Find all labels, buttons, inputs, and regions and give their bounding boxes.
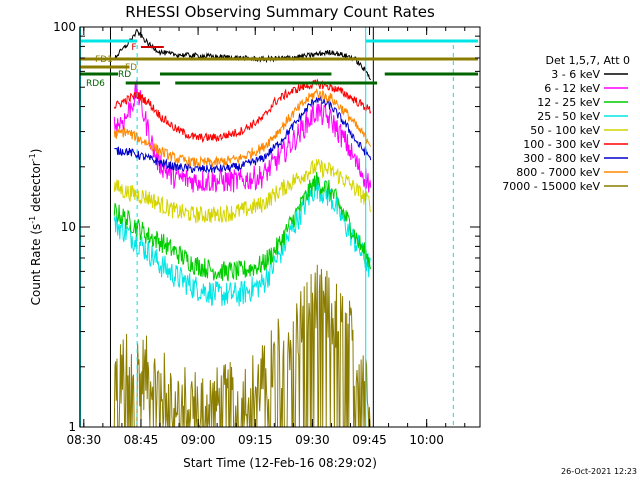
legend-entry-label: 300 - 800 keV [523, 152, 600, 165]
y-axis: 1 10 100 [53, 20, 480, 434]
series-25-50-kev [113, 176, 372, 307]
x-axis-label: Start Time (12-Feb-16 08:29:02) [183, 456, 377, 470]
y-axis-label-exp1: -1 [28, 216, 37, 224]
series-6-12-kev [113, 79, 372, 193]
y-axis-label-end: ) [29, 149, 43, 154]
series-50-100-kev [113, 159, 372, 224]
legend-entry-label: 12 - 25 keV [537, 96, 600, 109]
x-tick-label: 09:15 [238, 433, 273, 447]
x-tick-label: 09:00 [181, 433, 216, 447]
legend-title: Det 1,5,7, Att 0 [546, 54, 630, 67]
y-tick-label: 10 [61, 220, 76, 234]
x-tick-label: 09:45 [352, 433, 387, 447]
y-axis-label-main: Count Rate (s [29, 224, 43, 306]
y-axis-label-mid: detector [29, 161, 43, 216]
flag-label-rd: RD [118, 70, 131, 80]
legend-entry-label: 25 - 50 keV [537, 110, 600, 123]
legend-entry-label: 800 - 7000 keV [516, 166, 600, 179]
y-tick-label: 1 [68, 420, 76, 434]
timestamp: 26-Oct-2021 12:23 [561, 467, 637, 476]
x-tick-label: 10:00 [409, 433, 444, 447]
chart-title: RHESSI Observing Summary Count Rates [125, 3, 435, 21]
flag-label-fd1: FD1 [95, 55, 113, 65]
legend-entry-label: 100 - 300 keV [523, 138, 600, 151]
y-axis-label: Count Rate (s-1 detector-1) [28, 149, 43, 306]
y-tick-label: 100 [53, 20, 76, 34]
legend-entry-label: 6 - 12 keV [544, 82, 600, 95]
legend-entry-label: 3 - 6 keV [551, 68, 600, 81]
x-tick-label: 08:45 [124, 433, 159, 447]
legend-entry-label: 7000 - 15000 keV [502, 180, 600, 193]
legend-entry-label: 50 - 100 keV [530, 124, 600, 137]
series-100-300-kev [113, 78, 372, 144]
y-axis-label-exp2: -1 [28, 153, 37, 161]
series-12-25-kev [113, 171, 372, 282]
x-tick-label: 09:30 [295, 433, 330, 447]
x-axis: 08:30 08:45 09:00 09:15 09:30 09:45 10:00 [67, 27, 466, 447]
flag-label-fd: FD [125, 63, 137, 73]
x-tick-label: 08:30 [67, 433, 102, 447]
flag-label-f: F [131, 43, 136, 53]
flag-label-rd6: RD6 [86, 79, 105, 89]
series-800-7000-kev [113, 88, 372, 168]
